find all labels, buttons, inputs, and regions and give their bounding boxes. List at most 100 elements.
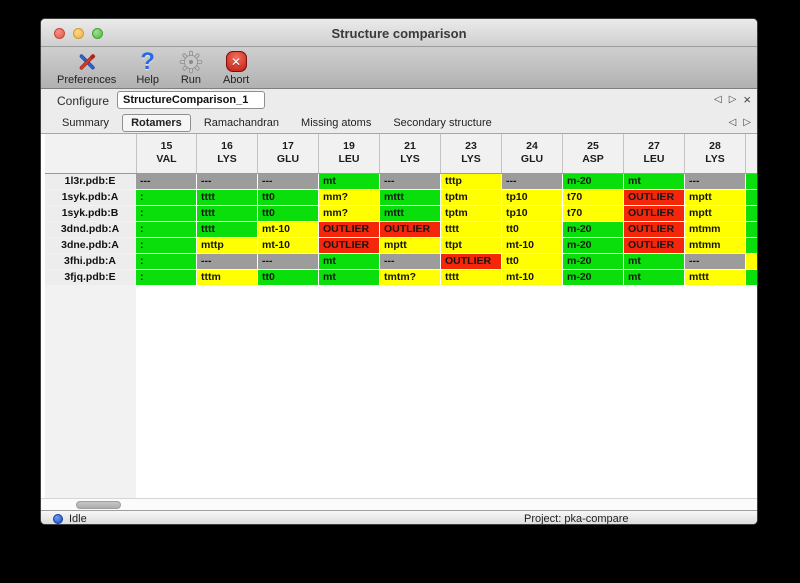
rotamer-cell[interactable]: ---	[502, 174, 562, 189]
close-icon[interactable]: ×	[743, 92, 751, 107]
rotamer-cell[interactable]: tt0	[502, 254, 562, 269]
rotamer-cell[interactable]: tttt	[197, 222, 257, 237]
rotamer-cell[interactable]: mt	[624, 174, 684, 189]
rotamer-cell[interactable]: mt-10	[502, 270, 562, 285]
rotamer-cell[interactable]: :	[136, 270, 196, 285]
tab-missing-atoms[interactable]: Missing atoms	[301, 117, 372, 129]
close-window-button[interactable]	[54, 28, 65, 39]
rotamer-cell[interactable]: mm?	[319, 190, 379, 205]
rotamer-cell[interactable]: mt	[319, 174, 379, 189]
rotamer-cell[interactable]: ---	[380, 254, 440, 269]
rotamer-cell[interactable]: m-20	[563, 254, 623, 269]
rotamer-cell[interactable]: t70	[563, 206, 623, 221]
rotamer-cell[interactable]: tt0	[258, 206, 318, 221]
rotamer-cell[interactable]: tp10	[502, 190, 562, 205]
rotamer-cell[interactable]: tptm	[441, 190, 501, 205]
rotamer-cell[interactable]: :	[136, 190, 196, 205]
minimize-window-button[interactable]	[73, 28, 84, 39]
rotamer-cell[interactable]: tttt	[441, 270, 501, 285]
rotamer-cell[interactable]: tt0	[258, 270, 318, 285]
rotamer-cell[interactable]: tttm	[197, 270, 257, 285]
rotamer-cell[interactable]: tptm	[441, 206, 501, 221]
rotamer-cell-partial[interactable]	[746, 206, 757, 221]
rotamer-cell[interactable]: :	[136, 206, 196, 221]
run-button[interactable]: Run	[179, 49, 203, 86]
preferences-button[interactable]: Preferences	[57, 49, 116, 86]
rotamer-cell[interactable]: t70	[563, 190, 623, 205]
rotamer-cell[interactable]: OUTLIER	[624, 222, 684, 237]
horizontal-scrollbar[interactable]	[41, 498, 757, 510]
rotamer-cell[interactable]: tttt	[441, 222, 501, 237]
rotamer-cell[interactable]: m-20	[563, 174, 623, 189]
rotamer-cell[interactable]: mttt	[685, 270, 745, 285]
rotamer-cell[interactable]: ttpt	[441, 238, 501, 253]
rotamer-cell[interactable]: ---	[685, 254, 745, 269]
rotamer-cell-partial[interactable]	[746, 270, 757, 285]
rotamer-cell[interactable]: tt0	[502, 222, 562, 237]
tab-secondary-structure[interactable]: Secondary structure	[393, 117, 492, 129]
rotamer-cell[interactable]: :	[136, 222, 196, 237]
rotamer-cell[interactable]: tp10	[502, 206, 562, 221]
rotamer-cell[interactable]: OUTLIER	[319, 238, 379, 253]
rotamer-cell[interactable]: ---	[685, 174, 745, 189]
rotamer-cell[interactable]: ---	[380, 174, 440, 189]
rotamer-cell[interactable]: ---	[258, 174, 318, 189]
rotamer-cell[interactable]: mptt	[685, 190, 745, 205]
rotamer-cell[interactable]: tt0	[258, 190, 318, 205]
rotamer-cell-partial[interactable]	[746, 222, 757, 237]
rotamer-cell[interactable]: :	[136, 254, 196, 269]
rotamer-cell[interactable]: OUTLIER	[319, 222, 379, 237]
configure-name-input[interactable]	[117, 91, 265, 109]
rotamer-cell[interactable]: tttt	[197, 190, 257, 205]
rotamer-cell[interactable]: mt	[624, 254, 684, 269]
prev-arrow-icon[interactable]: ◁	[728, 117, 737, 128]
rotamer-cell[interactable]: tttp	[441, 174, 501, 189]
horizontal-scrollbar-thumb[interactable]	[76, 501, 121, 509]
rotamer-cell[interactable]: mtmm	[685, 222, 745, 237]
zoom-window-button[interactable]	[92, 28, 103, 39]
row-label: 3fjq.pdb:E	[45, 270, 135, 285]
next-arrow-icon[interactable]: ▷	[728, 94, 737, 105]
rotamer-cell-partial[interactable]	[746, 254, 757, 269]
rotamer-cell[interactable]: tmtm?	[380, 270, 440, 285]
prev-arrow-icon[interactable]: ◁	[714, 94, 722, 105]
tab-ramachandran[interactable]: Ramachandran	[203, 117, 280, 129]
rotamer-cell[interactable]: mt	[319, 254, 379, 269]
rotamer-cell[interactable]: mttt	[380, 190, 440, 205]
rotamer-cell[interactable]: OUTLIER	[624, 190, 684, 205]
tab-summary[interactable]: Summary	[62, 117, 110, 129]
rotamer-cell[interactable]: ---	[197, 254, 257, 269]
rotamer-cell[interactable]: mt-10	[258, 238, 318, 253]
rotamer-cell[interactable]: m-20	[563, 238, 623, 253]
rotamer-cell[interactable]: mptt	[380, 238, 440, 253]
help-button[interactable]: ? Help	[136, 49, 159, 86]
rotamer-cell[interactable]: mm?	[319, 206, 379, 221]
title-bar[interactable]: Structure comparison	[41, 19, 757, 47]
rotamer-cell[interactable]: mttp	[197, 238, 257, 253]
rotamer-cell[interactable]: tttt	[197, 206, 257, 221]
rotamer-cell[interactable]: mt-10	[502, 238, 562, 253]
rotamer-cell[interactable]: mttt	[380, 206, 440, 221]
rotamer-cell[interactable]: mt	[624, 270, 684, 285]
rotamer-cell[interactable]: m-20	[563, 222, 623, 237]
next-arrow-icon[interactable]: ▷	[743, 117, 751, 128]
rotamer-cell[interactable]: mt-10	[258, 222, 318, 237]
rotamer-cell-partial[interactable]	[746, 238, 757, 253]
abort-button[interactable]: ✕ Abort	[223, 49, 249, 86]
rotamer-cell[interactable]: OUTLIER	[624, 238, 684, 253]
rotamer-cell[interactable]: ---	[197, 174, 257, 189]
rotamer-cell[interactable]: m-20	[563, 270, 623, 285]
rotamer-cell[interactable]: ---	[258, 254, 318, 269]
rotamer-cell[interactable]: OUTLIER	[380, 222, 440, 237]
rotamer-cell[interactable]: ---	[136, 174, 196, 189]
rotamer-cell[interactable]: :	[136, 238, 196, 253]
rotamer-cell-partial[interactable]	[746, 174, 757, 189]
rotamer-cell[interactable]: OUTLIER	[441, 254, 501, 269]
rotamer-cell[interactable]: mtmm	[685, 238, 745, 253]
rotamer-cell[interactable]: mt	[319, 270, 379, 285]
tab-rotamers[interactable]: Rotamers	[122, 114, 191, 132]
rotamer-cell-partial[interactable]	[746, 190, 757, 205]
rotamer-cell[interactable]: mptt	[685, 206, 745, 221]
rotamer-cell[interactable]: OUTLIER	[624, 206, 684, 221]
